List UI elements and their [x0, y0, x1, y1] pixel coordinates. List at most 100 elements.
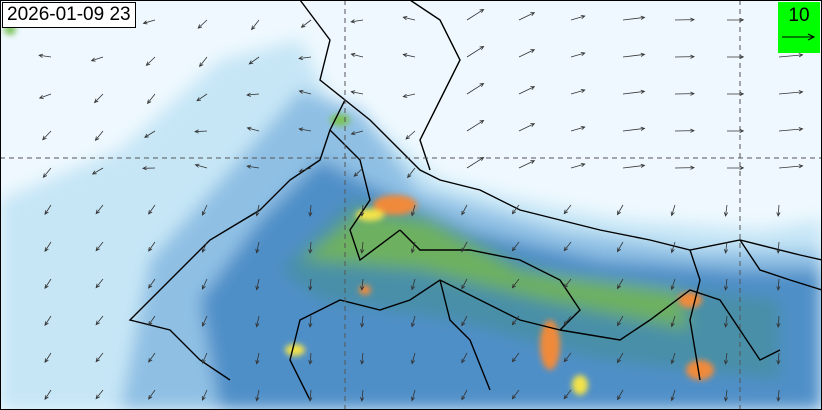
wind-arrow-icon	[466, 119, 485, 132]
wind-arrow-icon	[670, 352, 676, 365]
wind-arrow-icon	[148, 352, 156, 363]
wind-arrow-icon	[776, 204, 781, 217]
wind-arrow-icon	[255, 352, 260, 365]
wind-arrow-icon	[201, 278, 208, 290]
wind-arrow-icon	[410, 352, 416, 365]
wind-arrow-icon	[674, 91, 695, 96]
wind-arrow-icon	[622, 163, 646, 169]
wind-arrow-icon	[778, 127, 804, 132]
wind-arrow-icon	[145, 56, 156, 67]
wind-arrow-icon	[248, 56, 260, 65]
wind-arrow-icon	[201, 389, 208, 401]
wind-arrow-icon	[616, 241, 624, 253]
wind-arrow-icon	[402, 53, 416, 58]
wind-arrow-icon	[201, 352, 208, 364]
wind-arrow-icon	[246, 126, 260, 132]
wind-arrow-icon	[461, 389, 468, 401]
wind-arrow-icon	[570, 51, 586, 58]
wind-arrow-icon	[95, 352, 104, 363]
wind-arrow-icon	[402, 93, 416, 98]
wind-arrow-icon	[148, 241, 156, 252]
wind-arrow-icon	[674, 54, 695, 59]
wind-arrow-icon	[776, 278, 781, 291]
wind-arrow-icon	[350, 90, 364, 95]
wind-arrow-icon	[148, 278, 156, 289]
wind-arrow-icon	[44, 241, 52, 253]
wind-arrow-icon	[308, 241, 313, 254]
wind-arrow-icon	[622, 126, 646, 132]
wind-arrow-icon	[466, 45, 485, 58]
wind-arrow-icon	[616, 352, 624, 364]
wind-arrow-icon	[93, 93, 104, 104]
wind-arrow-icon	[570, 14, 586, 21]
wind-arrow-icon	[402, 16, 416, 21]
wind-arrow-icon	[723, 204, 729, 217]
wind-arrow-icon	[616, 389, 624, 401]
wind-arrow-icon	[407, 167, 416, 179]
wind-arrow-icon	[308, 315, 313, 328]
wind-arrow-icon	[251, 19, 260, 31]
wind-arrow-icon	[563, 278, 572, 289]
wind-arrow-icon	[255, 315, 260, 328]
wind-arrow-icon	[308, 389, 313, 402]
wind-arrow-icon	[246, 92, 260, 97]
wind-arrow-icon	[511, 278, 520, 289]
wind-arrow-icon	[44, 389, 52, 401]
wind-arrow-icon	[300, 19, 312, 28]
wind-arrow-icon	[360, 315, 365, 328]
wind-arrow-icon	[410, 278, 416, 291]
wind-arrow-icon	[511, 389, 520, 400]
wind-arrow-icon	[511, 352, 520, 363]
wind-arrow-icon	[674, 165, 695, 170]
wind-arrow-icon	[563, 389, 572, 400]
wind-arrow-icon	[298, 127, 312, 132]
wind-arrow-icon	[298, 89, 312, 95]
wind-arrow-icon	[255, 204, 260, 217]
wind-arrow-icon	[518, 123, 536, 132]
wind-arrow-icon	[298, 167, 312, 173]
wind-arrow-icon	[723, 352, 729, 365]
wind-arrow-icon	[94, 130, 104, 142]
wind-arrow-icon	[723, 241, 729, 254]
wind-arrow-icon	[466, 82, 485, 95]
wind-arrow-icon	[723, 278, 729, 291]
wind-arrow-icon	[461, 241, 468, 253]
wind-arrow-icon	[726, 17, 745, 22]
wind-arrow-icon	[616, 315, 624, 327]
wind-arrow-icon	[201, 204, 208, 216]
wind-arrow-icon	[511, 315, 520, 326]
wind-arrow-icon	[563, 315, 572, 326]
wind-arrow-icon	[44, 278, 52, 290]
wind-arrow-icon	[360, 389, 365, 402]
wind-arrow-icon	[360, 352, 365, 365]
wind-arrow-icon	[194, 129, 208, 134]
wind-arrow-icon	[518, 49, 536, 58]
wind-arrow-icon	[461, 278, 468, 290]
wind-arrow-icon	[199, 56, 208, 68]
wind-arrow-icon	[670, 204, 676, 217]
wind-arrow-icon	[95, 315, 104, 326]
country-borders	[128, 0, 822, 401]
wind-arrow-icon	[201, 315, 208, 327]
wind-arrow-icon	[308, 352, 313, 365]
wind-arrow-icon	[197, 19, 208, 29]
wind-arrow-icon	[298, 55, 312, 61]
wind-arrow-icon	[142, 19, 156, 25]
wind-arrow-icon	[95, 241, 104, 252]
wind-arrow-icon	[38, 93, 52, 99]
wind-arrow-icon	[466, 8, 485, 21]
wind-arrow-icon	[360, 204, 365, 217]
wind-arrow-icon	[144, 130, 156, 138]
wind-arrow-icon	[511, 241, 520, 252]
wind-arrow-icon	[350, 19, 364, 24]
wind-arrow-icon	[255, 278, 260, 291]
wind-arrow-icon	[776, 389, 781, 402]
wind-arrow-icon	[563, 352, 572, 363]
wind-arrow-icon	[461, 204, 468, 216]
wind-arrow-icon	[570, 88, 586, 95]
wind-arrow-icon	[461, 352, 468, 364]
wind-arrow-icon	[776, 241, 781, 254]
wind-arrow-icon	[194, 163, 208, 169]
